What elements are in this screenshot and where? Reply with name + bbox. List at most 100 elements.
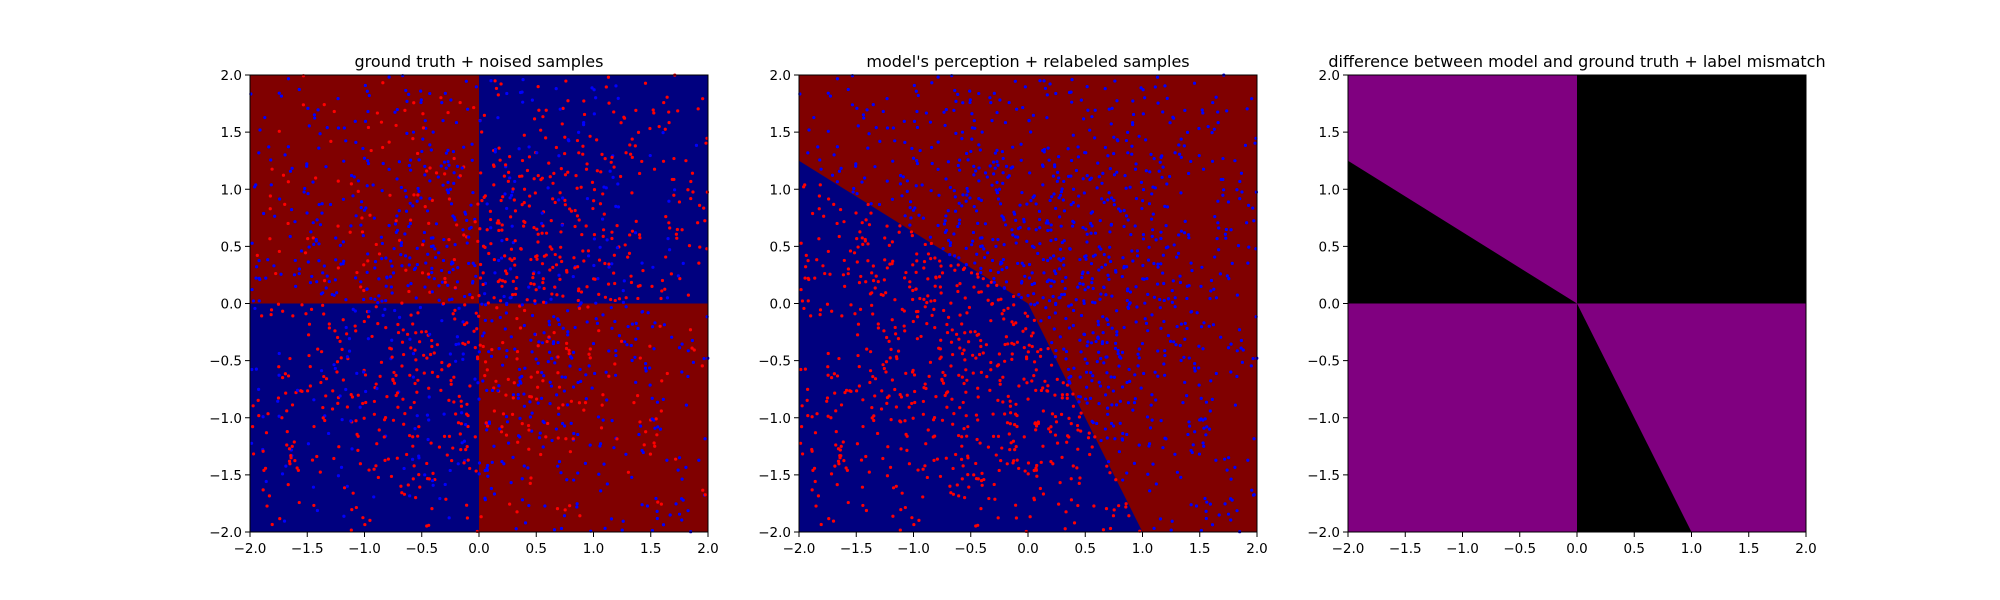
data-point <box>1143 96 1147 100</box>
data-point <box>1140 341 1145 346</box>
data-point <box>1071 133 1075 137</box>
data-point <box>581 152 585 156</box>
data-point <box>1239 171 1244 175</box>
data-point <box>431 244 435 248</box>
data-point <box>441 258 446 263</box>
data-point <box>1250 488 1254 492</box>
data-point <box>418 485 422 489</box>
data-point <box>1052 163 1057 167</box>
data-point <box>826 91 830 95</box>
y-tick-label: 1.5 <box>1319 125 1340 141</box>
data-point <box>1024 327 1028 331</box>
y-tick-label: 0.5 <box>770 239 791 255</box>
data-point <box>1013 79 1017 83</box>
data-point <box>1164 224 1168 228</box>
data-point <box>1001 171 1005 175</box>
data-point <box>385 276 389 280</box>
data-point <box>623 340 627 344</box>
data-point <box>944 228 949 232</box>
data-point <box>287 459 292 463</box>
data-point <box>1041 409 1045 413</box>
data-point <box>680 342 684 346</box>
data-point <box>897 230 901 234</box>
data-point <box>522 187 527 191</box>
data-point <box>485 202 489 206</box>
data-point <box>677 200 682 204</box>
data-point <box>565 403 570 407</box>
data-point <box>666 236 670 241</box>
data-point <box>963 331 967 335</box>
data-point <box>628 143 632 147</box>
data-point <box>1028 515 1032 519</box>
data-point <box>1216 110 1220 114</box>
data-point <box>619 121 623 125</box>
data-point <box>957 256 961 260</box>
data-point <box>1161 165 1165 169</box>
data-point <box>384 298 388 303</box>
data-point <box>615 224 619 228</box>
data-point <box>1108 245 1112 249</box>
data-point <box>979 290 983 294</box>
data-point <box>475 529 479 534</box>
data-point <box>556 355 560 359</box>
data-point <box>622 279 626 283</box>
data-point <box>1121 478 1125 482</box>
data-point <box>1064 275 1068 280</box>
data-point <box>917 518 921 522</box>
data-point <box>376 475 380 480</box>
data-point <box>1071 201 1075 205</box>
data-point <box>432 277 436 281</box>
data-point <box>283 372 288 376</box>
data-point <box>927 374 931 378</box>
data-point <box>1054 237 1058 241</box>
data-point <box>595 138 599 142</box>
data-point <box>684 159 688 163</box>
data-point <box>569 399 573 403</box>
data-point <box>653 426 657 430</box>
scatter-points <box>798 73 1259 534</box>
data-point <box>518 304 522 308</box>
data-point <box>535 227 539 231</box>
data-point <box>383 307 387 311</box>
data-point <box>1061 256 1065 261</box>
data-point <box>553 252 557 257</box>
data-point <box>1012 303 1016 307</box>
data-point <box>1008 399 1012 403</box>
data-point <box>806 151 810 155</box>
data-point <box>561 106 565 110</box>
data-point <box>841 273 846 277</box>
data-point <box>856 322 861 326</box>
data-point <box>940 418 945 422</box>
data-point <box>366 109 370 114</box>
data-point <box>465 402 469 406</box>
data-point <box>393 222 398 226</box>
data-point <box>1178 274 1182 278</box>
data-point <box>1216 121 1220 125</box>
data-point <box>257 276 261 280</box>
data-point <box>428 166 432 170</box>
data-point <box>394 219 398 223</box>
data-point <box>885 96 889 101</box>
data-point <box>494 86 499 91</box>
data-point <box>956 433 961 438</box>
data-point <box>888 356 892 360</box>
data-point <box>1170 289 1174 293</box>
data-point <box>349 224 353 228</box>
data-point <box>523 521 528 525</box>
data-point <box>839 166 843 170</box>
data-point <box>536 344 540 348</box>
data-point <box>911 297 915 302</box>
data-point <box>869 202 873 206</box>
data-point <box>957 494 961 498</box>
data-point <box>905 448 909 452</box>
data-point <box>1053 393 1057 397</box>
data-point <box>493 271 497 275</box>
data-point <box>481 379 485 383</box>
data-point <box>576 265 580 269</box>
data-point <box>957 373 961 377</box>
data-point <box>854 164 858 168</box>
data-point <box>444 151 448 155</box>
data-point <box>610 236 614 241</box>
data-point <box>1201 111 1205 115</box>
data-point <box>869 211 873 215</box>
